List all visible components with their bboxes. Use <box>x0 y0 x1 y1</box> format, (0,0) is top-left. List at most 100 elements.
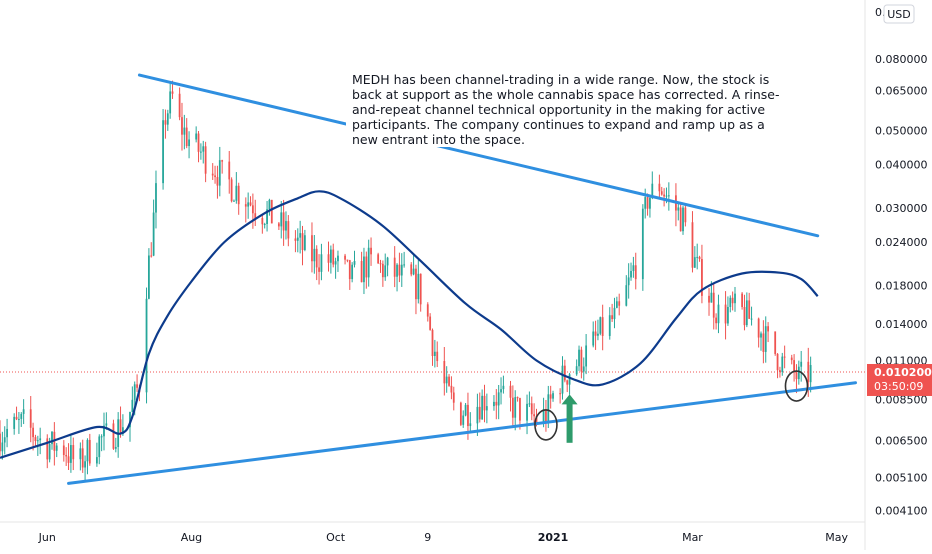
x-tick-label: 9 <box>424 531 431 544</box>
candle-body <box>485 406 488 411</box>
candle-body <box>204 146 207 174</box>
candle-body <box>608 315 611 336</box>
candle-body <box>346 259 349 261</box>
candle-body <box>320 254 323 272</box>
candle-body <box>384 265 387 278</box>
candle-body <box>634 265 637 280</box>
candle-body <box>762 333 765 352</box>
candle-body <box>568 374 571 385</box>
candle-body <box>145 298 148 393</box>
y-tick-label: 0.004100 <box>875 504 928 517</box>
candle-body <box>774 331 777 354</box>
candle-body <box>658 183 661 192</box>
candle-body <box>332 249 335 265</box>
candle-body <box>625 285 628 306</box>
candle-body <box>351 264 354 280</box>
candle-body <box>100 436 103 438</box>
candle-body <box>599 317 602 334</box>
candle-body <box>62 445 65 456</box>
candle-body <box>578 349 580 367</box>
candle-body <box>677 207 680 211</box>
candle-body <box>51 431 53 445</box>
candle-body <box>526 403 528 421</box>
candle-body <box>282 212 285 231</box>
candle-body <box>601 317 604 336</box>
candle-body <box>743 306 746 326</box>
annotation-note[interactable]: MEDH has been channel-trading in a wide … <box>346 69 780 147</box>
annotation-background <box>346 69 768 147</box>
candle-body <box>70 445 72 463</box>
candle-body <box>299 233 302 238</box>
candle-body <box>150 255 153 257</box>
upper-trendline[interactable] <box>137 73 820 238</box>
candle-body <box>313 248 316 262</box>
candle-body <box>393 257 396 277</box>
candle-body <box>708 295 710 303</box>
time-axis[interactable]: Jun Aug Oct 9 2021 Mar May <box>38 531 849 544</box>
candle-body <box>528 403 531 405</box>
candle-body <box>86 439 89 462</box>
y-tick-label: 0.080000 <box>875 53 928 66</box>
y-tick-label: 0.014000 <box>875 318 928 331</box>
candle-body <box>39 438 42 441</box>
candle-body <box>13 416 16 429</box>
currency-badge-box <box>883 4 915 24</box>
candle-body <box>549 394 552 399</box>
support-circle-1[interactable] <box>534 409 558 441</box>
candle-body <box>731 297 734 304</box>
candle-body <box>237 185 240 205</box>
candle-body <box>202 146 205 152</box>
candle-body <box>318 267 320 272</box>
candle-body <box>218 160 221 186</box>
candle-body <box>448 376 450 386</box>
candle-body <box>502 385 505 390</box>
lower-trendline[interactable] <box>67 381 858 485</box>
candle-body <box>545 409 547 424</box>
candle-body <box>445 376 448 384</box>
candle-body <box>233 200 235 202</box>
candle-body <box>266 209 268 224</box>
candle-body <box>344 255 346 260</box>
candle-body <box>800 361 803 367</box>
candle-body <box>3 437 6 443</box>
last-price-countdown: 03:50:09 <box>874 380 923 393</box>
candle-body <box>613 307 616 320</box>
candle-body <box>767 326 770 332</box>
candle-body <box>696 256 699 258</box>
up-arrow-icon[interactable] <box>561 394 578 443</box>
candle-body <box>684 207 687 223</box>
candle-body <box>315 248 318 268</box>
candle-body <box>183 127 186 135</box>
candle-body <box>495 401 498 406</box>
candle-body <box>15 416 18 420</box>
candle-body <box>452 392 455 403</box>
candle-body <box>710 292 713 303</box>
candle-body <box>793 360 795 373</box>
currency-badge[interactable]: USD <box>883 4 915 24</box>
candle-body <box>462 415 465 425</box>
candle-body <box>400 264 403 276</box>
y-tick-label: 0.006500 <box>875 434 928 447</box>
candle-body <box>131 399 134 412</box>
candle-body <box>185 127 188 147</box>
candle-body <box>18 418 20 420</box>
y-tick-label: 0.030000 <box>875 202 928 215</box>
candle-body <box>79 448 82 460</box>
candle-body <box>627 277 630 286</box>
candle-body <box>559 393 562 395</box>
candle-body <box>533 414 536 417</box>
candle-body <box>641 208 644 280</box>
candle-body <box>469 423 472 427</box>
candle-body <box>464 404 467 416</box>
candle-body <box>20 413 23 419</box>
last-price-label: 0.010200 03:50:09 <box>867 363 932 396</box>
candle-body <box>48 444 51 460</box>
candle-body <box>563 365 566 381</box>
support-circle-2[interactable] <box>784 370 809 402</box>
candle-body <box>478 406 481 420</box>
candles-layer <box>0 80 812 481</box>
candle-body <box>417 273 420 300</box>
candle-body <box>398 264 401 276</box>
x-tick-label: Oct <box>326 531 346 544</box>
